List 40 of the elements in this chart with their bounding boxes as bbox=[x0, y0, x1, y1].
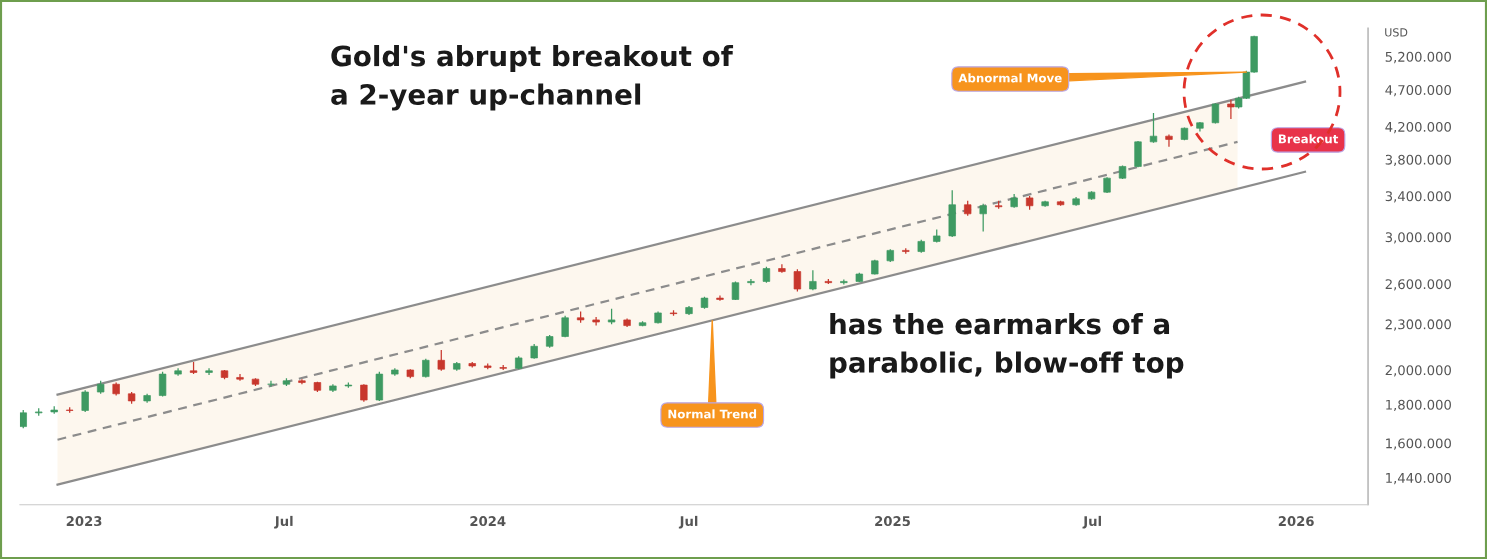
y-tick-label: 2,600.000 bbox=[1385, 279, 1451, 291]
x-tick-label: 2023 bbox=[66, 516, 102, 527]
candlestick bbox=[437, 349, 445, 372]
candlestick bbox=[205, 367, 213, 376]
y-tick-label: 3,000.000 bbox=[1385, 232, 1451, 244]
y-tick-label: 3,400.000 bbox=[1385, 191, 1451, 203]
x-tick-label: 2024 bbox=[470, 516, 506, 527]
annotation: Normal Trend bbox=[668, 409, 757, 419]
x-tick-label: 2026 bbox=[1278, 516, 1314, 527]
candlestick bbox=[778, 263, 786, 274]
y-tick-label: 1,600.000 bbox=[1386, 438, 1451, 450]
x-tick-label: Jul bbox=[1082, 515, 1101, 529]
x-tick-label: 2025 bbox=[875, 516, 910, 527]
annotation: has the earmarks of a parabolic, blow-off top bbox=[830, 313, 1184, 379]
candlestick bbox=[19, 409, 27, 429]
annotation: Abnormal Move bbox=[958, 73, 1062, 83]
x-tick-label: Jul bbox=[678, 515, 698, 529]
y-tick-label: 2,300.000 bbox=[1385, 319, 1451, 331]
y-axis-title: USD bbox=[1385, 28, 1408, 37]
candlestick bbox=[1211, 102, 1220, 125]
candlestick bbox=[979, 203, 987, 233]
y-tick-label: 1,800.000 bbox=[1386, 399, 1451, 412]
candlestick bbox=[81, 389, 89, 413]
annotation: Gold's abrupt breakout of a 2-year up-channel bbox=[331, 45, 734, 111]
candlestick bbox=[1149, 112, 1158, 144]
candlestick bbox=[236, 373, 244, 382]
y-tick-label: 3,800.000 bbox=[1385, 154, 1451, 167]
candlestick bbox=[793, 268, 802, 293]
y-tick-label: 1,440.000 bbox=[1386, 472, 1451, 485]
candlestick bbox=[592, 316, 600, 327]
annotation: Breakout bbox=[1278, 134, 1339, 144]
y-tick-label: 4,200.000 bbox=[1385, 121, 1451, 134]
x-tick-label: Jul bbox=[274, 515, 293, 529]
y-tick-label: 4,700.000 bbox=[1385, 84, 1451, 97]
y-tick-label: 5,200.000 bbox=[1385, 51, 1451, 64]
y-tick-label: 2,000.000 bbox=[1385, 365, 1451, 377]
candlestick bbox=[747, 278, 755, 286]
candlestick bbox=[1165, 133, 1173, 148]
candlestick bbox=[158, 371, 167, 398]
candlestick bbox=[1227, 99, 1235, 120]
